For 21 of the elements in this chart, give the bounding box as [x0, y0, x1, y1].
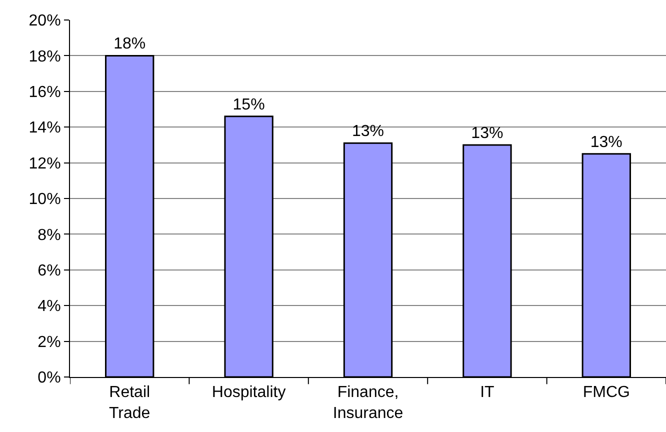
y-tick-label: 14% [28, 120, 61, 137]
data-label: 18% [114, 36, 146, 53]
y-tick-label: 4% [38, 298, 61, 316]
y-tick-label: 16% [28, 84, 61, 101]
y-tick-label: 0% [38, 370, 61, 387]
x-tick-label: Retail Trade [109, 384, 150, 422]
y-tick-label: 8% [38, 226, 61, 244]
y-tick-label: 12% [28, 155, 61, 172]
data-label: 13% [471, 124, 504, 142]
y-tick-label: 6% [38, 262, 61, 280]
y-tick-label: 10% [28, 191, 61, 208]
y-tick-label: 2% [38, 334, 61, 351]
x-tick-label: FMCG [582, 384, 630, 402]
x-tick-label: Hospitality [212, 384, 286, 402]
data-label: 15% [232, 96, 265, 114]
data-label: 13% [352, 123, 384, 140]
x-tick-label: Finance, Insurance [332, 384, 404, 422]
y-tick-label: 18% [28, 48, 61, 66]
data-label: 13% [590, 134, 622, 151]
y-tick-label: 20% [28, 12, 61, 30]
x-tick-label: IT [480, 384, 495, 402]
